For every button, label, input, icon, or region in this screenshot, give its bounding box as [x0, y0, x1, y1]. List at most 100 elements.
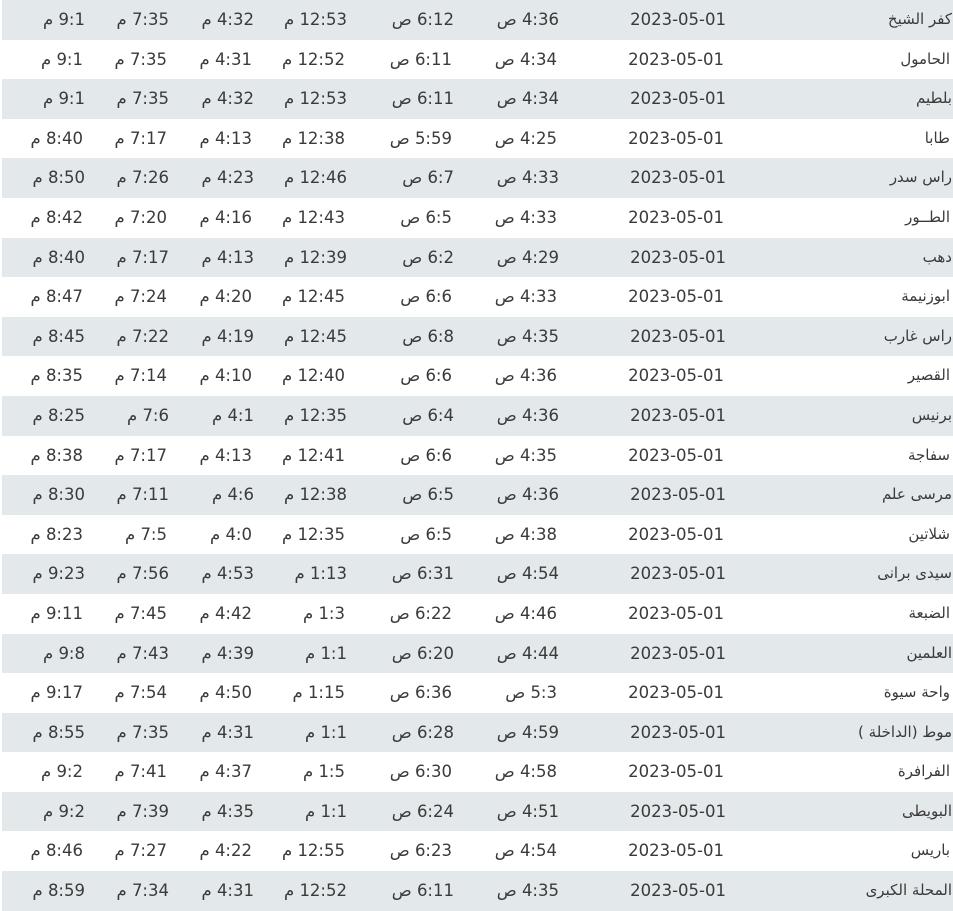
isha-cell: 8:25 م — [32, 405, 85, 425]
city-cell: المحلة الكبرى — [865, 881, 952, 900]
maghrib-cell: 7:14 م — [114, 366, 167, 386]
city-cell: سيدى برانى — [877, 564, 952, 583]
date-cell: 2023-05-01 — [630, 168, 726, 188]
isha-cell: 8:35 م — [30, 366, 83, 386]
maghrib-cell: 7:24 م — [114, 287, 167, 307]
fajr-cell: 4:36 ص — [496, 10, 559, 29]
dhuhr-cell: 12:35 م — [281, 524, 345, 544]
date-cell: 2023-05-01 — [628, 366, 724, 386]
sunrise-cell: 6:22 ص — [389, 603, 452, 623]
isha-cell: 8:46 م — [30, 841, 83, 861]
dhuhr-cell: 12:52 م — [281, 49, 345, 69]
table-row: العلمين 2023-05-01 4:44 ص 6:20 ص 1:1 م 4:39 م… — [2, 633, 953, 674]
maghrib-cell: 7:45 م — [114, 603, 167, 623]
sunrise-cell: 6:5 ص — [402, 485, 454, 505]
sunrise-cell: 6:20 ص — [391, 643, 454, 663]
sunrise-cell: 6:5 ص — [400, 207, 452, 227]
city-cell: سفاجة — [907, 445, 950, 464]
table-row: راس غارب 2023-05-01 4:35 ص 6:8 ص 12:45 م 4:19… — [2, 316, 953, 357]
maghrib-cell: 7:17 م — [114, 445, 167, 465]
date-cell: 2023-05-01 — [628, 445, 724, 465]
dhuhr-cell: 12:52 م — [283, 881, 347, 901]
table-row: موط (الداخلة ) 2023-05-01 4:59 ص 6:28 ص 1:1 … — [2, 712, 953, 753]
date-cell: 2023-05-01 — [628, 49, 724, 69]
isha-cell: 9:1 م — [42, 89, 85, 109]
table-row: برنيس 2023-05-01 4:36 ص 6:4 ص 12:35 م 4:1 م 7:… — [2, 395, 953, 436]
dhuhr-cell: 1:1 م — [304, 722, 347, 742]
asr-cell: 4:23 م — [201, 168, 254, 188]
date-cell: 2023-05-01 — [630, 247, 726, 267]
date-cell: 2023-05-01 — [628, 207, 724, 227]
asr-cell: 4:31 م — [201, 722, 254, 742]
date-cell: 2023-05-01 — [630, 801, 726, 821]
city-cell: واحة سيوة — [883, 683, 950, 702]
isha-cell: 9:1 م — [40, 49, 83, 69]
dhuhr-cell: 12:41 م — [281, 445, 345, 465]
table-row: سيدى برانى 2023-05-01 4:54 ص 6:31 ص 1:13 م 4:… — [2, 554, 953, 594]
city-cell: موط (الداخلة ) — [858, 722, 952, 741]
date-cell: 2023-05-01 — [630, 722, 726, 742]
dhuhr-cell: 12:35 م — [283, 405, 347, 425]
dhuhr-cell: 12:53 م — [283, 89, 347, 109]
fajr-cell: 4:34 ص — [494, 49, 557, 69]
table-row: باريس 2023-05-01 4:54 ص 6:23 ص 12:55 م 4:22 م… — [0, 831, 953, 871]
maghrib-cell: 7:22 م — [116, 326, 169, 346]
city-cell: الطــور — [905, 207, 950, 226]
table-row: المحلة الكبرى 2023-05-01 4:35 ص 6:11 ص 12:52… — [2, 871, 953, 911]
dhuhr-cell: 1:3 م — [302, 603, 345, 623]
isha-cell: 9:8 م — [42, 643, 85, 663]
isha-cell: 9:1 م — [42, 10, 85, 29]
table-row: الحامول 2023-05-01 4:34 ص 6:11 ص 12:52 م 4:31… — [0, 40, 953, 80]
date-cell: 2023-05-01 — [630, 643, 726, 663]
asr-cell: 4:0 م — [209, 524, 252, 544]
table-row: مرسى علم 2023-05-01 4:36 ص 6:5 ص 12:38 م 4:6 … — [2, 475, 953, 515]
isha-cell: 9:17 م — [30, 683, 83, 703]
city-cell: كفر الشيخ — [887, 10, 952, 28]
date-cell: 2023-05-01 — [628, 762, 724, 782]
city-cell: دهب — [922, 247, 952, 266]
date-cell: 2023-05-01 — [630, 10, 726, 29]
dhuhr-cell: 1:1 م — [304, 801, 347, 821]
fajr-cell: 4:33 ص — [494, 207, 557, 227]
fajr-cell: 4:35 ص — [496, 326, 559, 346]
date-cell: 2023-05-01 — [628, 524, 724, 544]
maghrib-cell: 7:35 م — [116, 722, 169, 742]
date-cell: 2023-05-01 — [630, 564, 726, 584]
city-cell: البويطى — [902, 801, 952, 820]
isha-cell: 9:23 م — [32, 564, 85, 584]
asr-cell: 4:50 م — [199, 683, 252, 703]
fajr-cell: 5:3 ص — [505, 683, 557, 703]
asr-cell: 4:42 م — [199, 603, 252, 623]
maghrib-cell: 7:56 م — [116, 564, 169, 584]
maghrib-cell: 7:20 م — [114, 207, 167, 227]
sunrise-cell: 6:12 ص — [391, 10, 454, 29]
isha-cell: 8:30 م — [32, 485, 85, 505]
dhuhr-cell: 12:55 م — [281, 841, 345, 861]
maghrib-cell: 7:27 م — [114, 841, 167, 861]
table-row: طابا 2023-05-01 4:25 ص 5:59 ص 12:38 م 4:13 م 7… — [0, 119, 953, 159]
table-row: دهب 2023-05-01 4:29 ص 6:2 ص 12:39 م 4:13 م 7:1… — [2, 237, 953, 278]
isha-cell: 8:23 م — [30, 524, 83, 544]
maghrib-cell: 7:17 م — [116, 247, 169, 267]
isha-cell: 8:45 م — [32, 326, 85, 346]
city-cell: ابوزنيمة — [901, 287, 950, 306]
asr-cell: 4:53 م — [201, 564, 254, 584]
date-cell: 2023-05-01 — [628, 603, 724, 623]
table-row: شلاتين 2023-05-01 4:38 ص 6:5 ص 12:35 م 4:0 م 7… — [0, 515, 953, 555]
maghrib-cell: 7:17 م — [114, 128, 167, 148]
fajr-cell: 4:34 ص — [496, 89, 559, 109]
maghrib-cell: 7:43 م — [116, 643, 169, 663]
date-cell: 2023-05-01 — [628, 128, 724, 148]
dhuhr-cell: 12:40 م — [281, 366, 345, 386]
sunrise-cell: 6:11 ص — [391, 881, 454, 901]
asr-cell: 4:39 م — [201, 643, 254, 663]
isha-cell: 9:11 م — [30, 603, 83, 623]
maghrib-cell: 7:35 م — [114, 49, 167, 69]
fajr-cell: 4:29 ص — [496, 247, 559, 267]
maghrib-cell: 7:5 م — [124, 524, 167, 544]
isha-cell: 8:50 م — [32, 168, 85, 188]
isha-cell: 8:40 م — [30, 128, 83, 148]
asr-cell: 4:20 م — [199, 287, 252, 307]
fajr-cell: 4:54 ص — [494, 841, 557, 861]
